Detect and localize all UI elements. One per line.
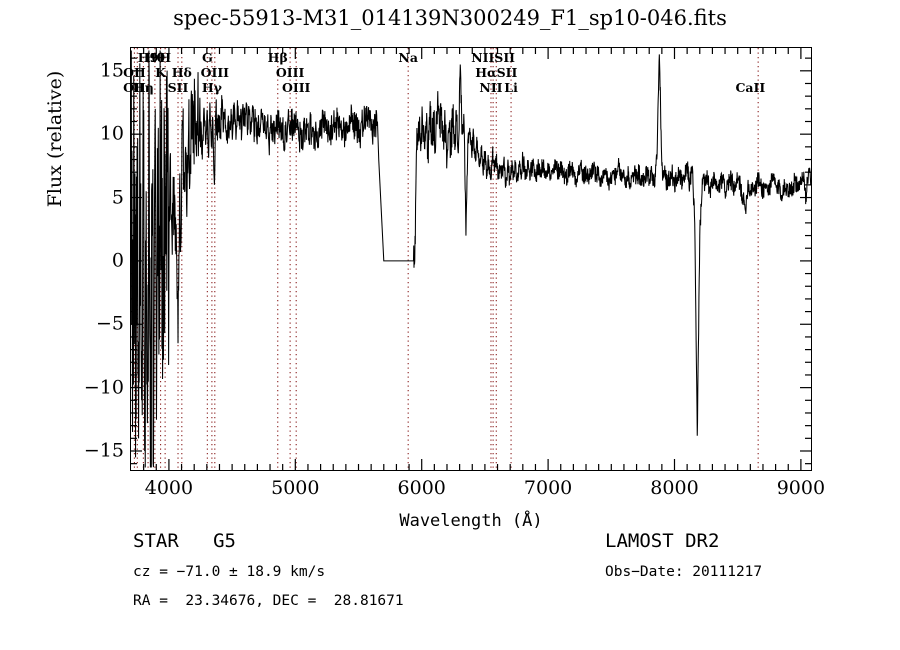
footer-right-column: LAMOST DR2 Obs−Date: 20111217 (605, 530, 762, 593)
y-tick-label: −15 (83, 439, 124, 462)
y-tick-label: −5 (95, 312, 124, 335)
x-axis-label: Wavelength (Å) (399, 511, 543, 531)
spectral-line-label: OII (123, 65, 146, 80)
y-axis-label: Flux (relative) (44, 70, 66, 208)
survey-name: LAMOST DR2 (605, 530, 720, 552)
spectrum-plot: 15 10 5 0 −5 −10 −15 4000 5000 6000 7000 8000 9000 H9… (84, 47, 825, 499)
y-tick-label: 0 (111, 249, 124, 272)
metadata-footer: STAR G5 cz = −71.0 ± 18.9 km/s RA = 23.3… (0, 530, 900, 650)
spectral-line-label: OIII (275, 65, 305, 80)
spectral-line-label: Hγ (201, 80, 222, 95)
spectral-line-label: OIII (281, 80, 311, 95)
spectral-line-label: CaII (735, 80, 766, 95)
axis-ticks (131, 48, 811, 470)
spectral-line-label: OIII (200, 65, 230, 80)
spectral-line-label: Li (504, 80, 518, 95)
spectral-line-label: HαSII (475, 65, 518, 80)
spectral-line-label: H9 (137, 50, 159, 65)
x-tick-label: 7000 (523, 477, 573, 499)
spectral-line-label: H (159, 50, 172, 65)
x-tick-label: 9000 (776, 477, 826, 499)
y-tick-label: −10 (83, 376, 124, 399)
footer-left-column: STAR G5 cz = −71.0 ± 18.9 km/s RA = 23.3… (133, 530, 404, 622)
x-tick-label: 8000 (650, 477, 699, 499)
observation-date: Obs−Date: 20111217 (605, 564, 763, 580)
plot-canvas (130, 48, 812, 470)
spectral-line-label: Na (398, 50, 418, 65)
object-class: STAR G5 (133, 530, 236, 552)
spectral-line-label: G (201, 50, 213, 65)
y-tick-label: 15 (99, 59, 124, 82)
spectral-line-label: SII (167, 80, 189, 95)
line-guides (133, 48, 759, 470)
spectral-line-label: Hδ (171, 65, 192, 80)
x-tick-label: 6000 (397, 477, 446, 499)
spectral-line-label: NIISII (471, 50, 516, 65)
spectral-line-label: Hβ (267, 50, 288, 65)
spectrum-svg (130, 48, 812, 470)
spectral-line-label: Hη (132, 80, 154, 95)
page-title: spec-55913-M31_014139N300249_F1_sp10-046… (173, 6, 727, 30)
radial-velocity: cz = −71.0 ± 18.9 km/s (133, 564, 326, 580)
spectral-line-label: OII (123, 80, 146, 95)
spectral-line-label: Hθ (144, 50, 165, 65)
spectral-line-label: K (155, 65, 166, 80)
spectral-line-label: NII (479, 80, 503, 95)
coordinates: RA = 23.34676, DEC = 28.81671 (133, 593, 404, 609)
y-tick-label: 10 (99, 122, 124, 145)
x-tick-label: 5000 (271, 477, 320, 499)
y-tick-label: 5 (111, 186, 124, 209)
x-tick-label: 4000 (144, 477, 194, 499)
spectrum-trace (130, 50, 812, 468)
